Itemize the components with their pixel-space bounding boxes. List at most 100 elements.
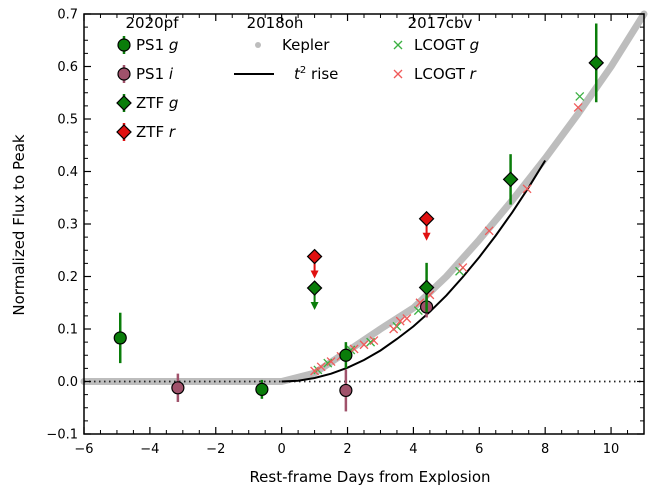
lcogtr-point-9 bbox=[402, 314, 412, 323]
lcogtr-point-1 bbox=[316, 362, 326, 372]
y-tick-label-0: −0.1 bbox=[46, 428, 78, 443]
lcogtr-point-12 bbox=[458, 263, 468, 273]
legend-entry-lcogtg: LCOGT g bbox=[393, 36, 479, 54]
legend-label-ps1g: PS1 g bbox=[136, 36, 178, 54]
x-tick-label-7: 8 bbox=[541, 442, 549, 457]
x-tick-label-8: 10 bbox=[603, 442, 620, 457]
legend-marker-lcogtr-stroke-b bbox=[393, 69, 403, 79]
ztfg-marker-0 bbox=[306, 280, 323, 296]
ztfg-point-0 bbox=[306, 280, 323, 311]
x-tick-label-3: 0 bbox=[278, 442, 286, 457]
ztfg-point-2 bbox=[502, 154, 519, 205]
x-tick-label-4: 2 bbox=[343, 442, 351, 457]
t2-rise-path bbox=[281, 159, 547, 383]
legend-label-t2rise: t2 rise bbox=[294, 65, 338, 83]
lcogtr-point-13 bbox=[484, 226, 494, 236]
legend-title-2: 2017cbv bbox=[408, 14, 473, 32]
legend-marker-ztfg bbox=[116, 95, 132, 111]
y-tick-label-5: 0.4 bbox=[57, 165, 78, 180]
legend-entry-ztfg: ZTF g bbox=[116, 94, 178, 112]
ps1i-point-1 bbox=[339, 369, 353, 412]
y-axis-label: Normalized Flux to Peak bbox=[10, 134, 28, 316]
y-tick-label-1: 0.0 bbox=[57, 375, 78, 390]
y-tick-label-8: 0.7 bbox=[57, 8, 78, 23]
ztfg-marker-1 bbox=[418, 279, 435, 296]
ps1g-marker-1 bbox=[255, 382, 269, 396]
lcogtr-point-15-stroke-b bbox=[573, 102, 583, 112]
legend-label-ztfr: ZTF r bbox=[136, 123, 176, 141]
ps1g-marker-0 bbox=[113, 331, 127, 345]
legend-entry-ps1i: PS1 i bbox=[117, 65, 174, 83]
lcogtr-point-8-stroke-b bbox=[395, 316, 405, 326]
lcogtr-point-12-stroke-b bbox=[458, 263, 468, 273]
lcogtr-point-2-stroke-b bbox=[326, 357, 336, 367]
ps1i-marker-0 bbox=[171, 381, 185, 395]
legend-title-1: 2018oh bbox=[247, 14, 304, 32]
ztfr-marker-0 bbox=[306, 248, 323, 265]
legend-entry-ps1g: PS1 g bbox=[117, 36, 178, 54]
legend-label-ps1i: PS1 i bbox=[136, 65, 174, 83]
legend-marker-lcogtg bbox=[393, 40, 403, 50]
lcogtr-point-7 bbox=[389, 324, 399, 334]
legend-entry-kepler: Kepler bbox=[255, 36, 330, 54]
lcogtr-point-6-stroke-b bbox=[369, 336, 379, 346]
lcogtg-point-7-stroke-b bbox=[575, 91, 585, 101]
lcogtr-point-10-stroke-b bbox=[415, 298, 425, 308]
ps1i-marker-1 bbox=[339, 383, 353, 398]
y-tick-label-2: 0.1 bbox=[57, 323, 78, 338]
ps1g-point-2 bbox=[339, 342, 353, 369]
y-axis-ticks: −0.1 0.0 0.1 0.2 0.3 0.4 0.5 0.6 0.7 bbox=[46, 8, 644, 443]
ztfr-limit-arrow-1 bbox=[422, 232, 431, 241]
lcogtr-point-8 bbox=[395, 316, 405, 326]
ztfg-limit-arrow-0 bbox=[310, 302, 319, 311]
x-axis-ticks: −6 −4 −2 0 2 4 6 8 10 bbox=[74, 14, 645, 457]
x-tick-label-2: −2 bbox=[206, 442, 225, 457]
y-tick-label-7: 0.6 bbox=[57, 60, 78, 75]
lcogtr-point-0-stroke-b bbox=[310, 366, 320, 376]
ztfr-point-0 bbox=[306, 248, 323, 279]
legend-entry-lcogtr: LCOGT r bbox=[393, 65, 477, 83]
t2-rise-curve bbox=[281, 159, 547, 383]
ps1i-point-0 bbox=[171, 373, 185, 402]
lcogtg-point-7 bbox=[575, 91, 585, 101]
lcogtr-point-1-stroke-b bbox=[316, 362, 326, 372]
x-tick-label-5: 4 bbox=[409, 442, 417, 457]
ztfr-limit-arrow-0 bbox=[310, 270, 319, 279]
y-tick-label-4: 0.3 bbox=[57, 218, 78, 233]
ztfr-point-1 bbox=[418, 210, 435, 241]
lcogtr-point-0 bbox=[310, 366, 320, 376]
ztfg-marker-2 bbox=[502, 171, 519, 188]
lcogtr-point-5 bbox=[359, 340, 369, 350]
legend-marker-ps1g bbox=[117, 38, 131, 52]
lcogtr-point-5-stroke-b bbox=[359, 340, 369, 350]
x-tick-label-6: 6 bbox=[475, 442, 483, 457]
legend-label-lcogtr: LCOGT r bbox=[414, 65, 477, 83]
legend-label-ztfg: ZTF g bbox=[136, 94, 178, 112]
legend-title-0: 2020pf bbox=[126, 14, 180, 32]
legend-marker-kepler bbox=[255, 42, 261, 48]
ztfg-point-3 bbox=[588, 23, 605, 103]
lcogtr-point-15 bbox=[573, 102, 583, 112]
x-tick-label-0: −6 bbox=[74, 442, 93, 457]
lcogtr-point-13-stroke-b bbox=[484, 226, 494, 236]
y-tick-label-3: 0.2 bbox=[57, 270, 78, 285]
lcogtr-point-14-stroke-b bbox=[522, 184, 532, 194]
ztfg-point-1 bbox=[418, 262, 435, 313]
ps1g-marker-2 bbox=[339, 348, 353, 362]
lcogtr-point-4-stroke-b bbox=[349, 344, 359, 354]
ps1g-point-1 bbox=[255, 379, 269, 399]
lcogtr-point-6 bbox=[369, 336, 379, 346]
ztfr-marker-1 bbox=[418, 210, 435, 227]
x-axis-label: Rest-frame Days from Explosion bbox=[249, 468, 490, 486]
y-tick-label-6: 0.5 bbox=[57, 113, 78, 128]
legend-marker-ztfr bbox=[116, 124, 132, 140]
legend-entry-ztfr: ZTF r bbox=[116, 123, 176, 141]
x-tick-label-1: −4 bbox=[140, 442, 159, 457]
legend-entry-t2rise: t2 rise bbox=[234, 65, 338, 83]
ztfg-marker-3 bbox=[588, 54, 605, 71]
legend-marker-lcogtg-stroke-b bbox=[393, 40, 403, 50]
lcogtr-point-7-stroke-b bbox=[389, 324, 399, 334]
2020pf-points bbox=[113, 23, 605, 412]
legend: 2020pf PS1 g PS1 i ZTF g ZTF r 2018oh Kepler t2… bbox=[116, 14, 479, 141]
